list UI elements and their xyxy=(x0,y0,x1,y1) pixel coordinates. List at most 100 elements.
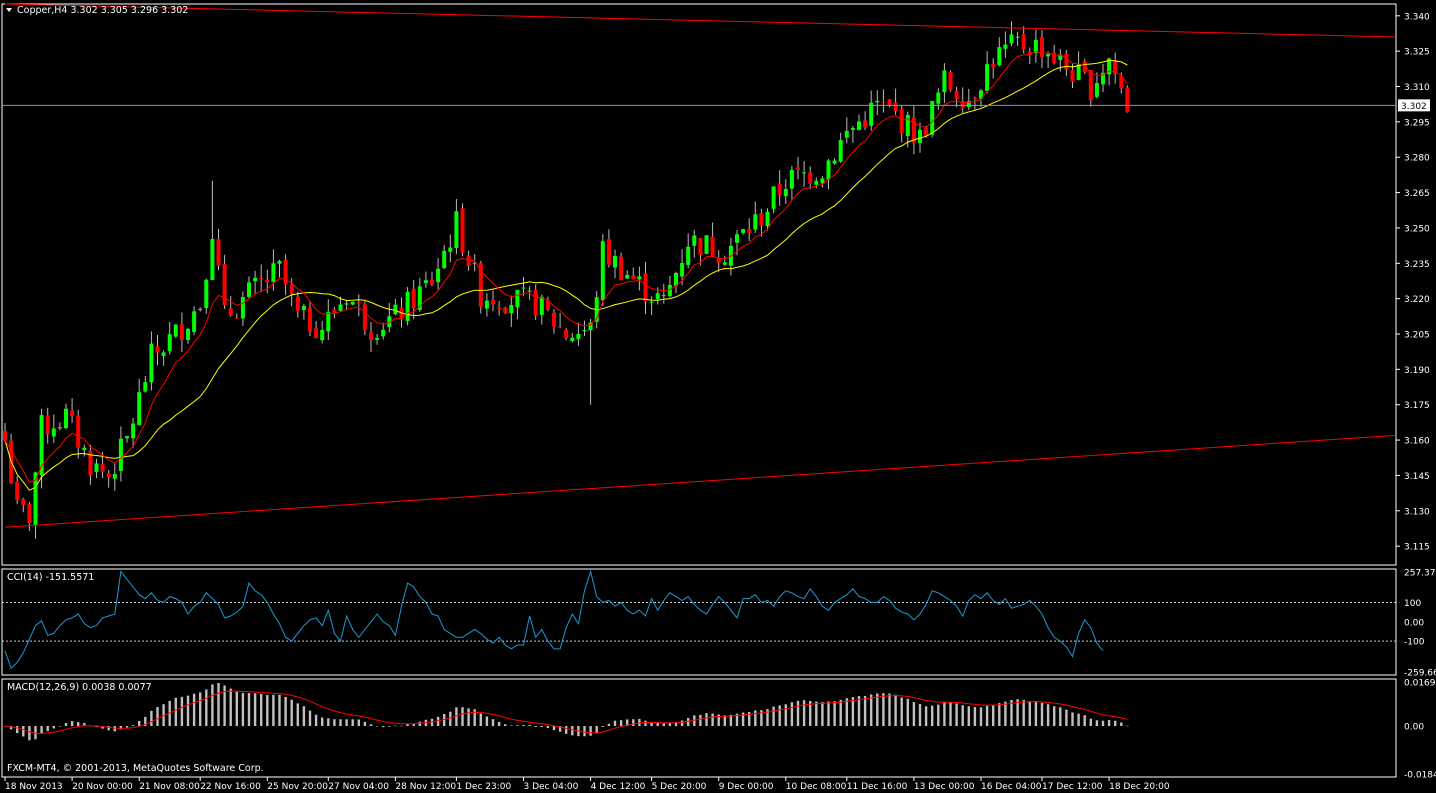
cci-panel[interactable] xyxy=(1,568,1397,676)
candle[interactable] xyxy=(936,88,941,110)
candle[interactable] xyxy=(393,298,398,316)
candle[interactable] xyxy=(1040,30,1044,69)
candle[interactable] xyxy=(240,291,245,326)
candle[interactable] xyxy=(771,186,776,214)
candle[interactable] xyxy=(997,37,1002,67)
candle[interactable] xyxy=(722,255,727,267)
candle[interactable] xyxy=(674,271,678,294)
candle[interactable] xyxy=(497,301,502,316)
candle[interactable] xyxy=(405,286,410,326)
candle[interactable] xyxy=(753,201,758,233)
candle[interactable] xyxy=(15,476,20,505)
trendline-upper[interactable] xyxy=(4,3,1397,38)
candle[interactable] xyxy=(625,270,630,280)
candle[interactable] xyxy=(881,89,886,113)
candle[interactable] xyxy=(796,156,800,180)
candle[interactable] xyxy=(808,166,813,190)
candle[interactable] xyxy=(686,233,691,269)
candle[interactable] xyxy=(954,86,959,108)
candle[interactable] xyxy=(1009,21,1014,46)
candle[interactable] xyxy=(411,280,416,320)
candle[interactable] xyxy=(308,300,312,337)
candle[interactable] xyxy=(186,328,190,344)
candle[interactable] xyxy=(301,303,306,320)
candle[interactable] xyxy=(76,409,81,459)
candle[interactable] xyxy=(179,312,184,352)
candle[interactable] xyxy=(198,307,203,312)
candle[interactable] xyxy=(777,170,782,206)
candle[interactable] xyxy=(588,318,593,405)
candle[interactable] xyxy=(484,293,489,317)
candle[interactable] xyxy=(545,296,550,312)
candle[interactable] xyxy=(222,254,227,310)
candle[interactable] xyxy=(216,228,221,271)
candle[interactable] xyxy=(899,104,904,143)
candle[interactable] xyxy=(57,422,62,431)
candle[interactable] xyxy=(192,306,197,336)
candle[interactable] xyxy=(369,321,373,353)
candle[interactable] xyxy=(247,276,251,299)
candle[interactable] xyxy=(893,88,898,115)
candle[interactable] xyxy=(472,254,477,272)
candle[interactable] xyxy=(173,324,178,338)
candle[interactable] xyxy=(295,291,300,318)
candle[interactable] xyxy=(442,245,447,270)
candle[interactable] xyxy=(887,98,892,108)
candle[interactable] xyxy=(106,470,111,488)
candle[interactable] xyxy=(942,63,947,103)
candle[interactable] xyxy=(1064,49,1069,77)
candle[interactable] xyxy=(210,180,215,281)
candle[interactable] xyxy=(381,322,386,340)
candle[interactable] xyxy=(838,132,843,163)
candle[interactable] xyxy=(143,375,148,393)
candle[interactable] xyxy=(972,96,977,111)
candle[interactable] xyxy=(125,435,129,443)
candle[interactable] xyxy=(521,276,526,296)
dropdown-arrow-icon[interactable] xyxy=(6,8,12,12)
main-price-panel[interactable] xyxy=(1,3,1397,566)
candle[interactable] xyxy=(94,458,99,479)
candle[interactable] xyxy=(1101,64,1105,93)
candle[interactable] xyxy=(362,301,367,336)
candle[interactable] xyxy=(850,125,855,143)
candle[interactable] xyxy=(875,90,880,116)
candle[interactable] xyxy=(332,306,337,319)
candle[interactable] xyxy=(64,403,68,430)
candle[interactable] xyxy=(326,299,331,340)
candle[interactable] xyxy=(436,258,441,290)
candle[interactable] xyxy=(137,378,142,426)
candle[interactable] xyxy=(253,270,258,294)
candle[interactable] xyxy=(649,296,654,316)
candle[interactable] xyxy=(45,407,50,444)
candle[interactable] xyxy=(863,111,868,131)
candle[interactable] xyxy=(966,88,971,111)
candle[interactable] xyxy=(789,165,794,201)
trendline-lower[interactable] xyxy=(4,434,1397,528)
candle[interactable] xyxy=(704,235,709,255)
candle[interactable] xyxy=(991,58,996,79)
candle[interactable] xyxy=(661,283,666,304)
candle[interactable] xyxy=(21,497,26,513)
candle[interactable] xyxy=(131,417,136,448)
candle[interactable] xyxy=(948,70,953,92)
candle[interactable] xyxy=(802,161,807,187)
candle[interactable] xyxy=(667,276,672,298)
candle[interactable] xyxy=(478,260,483,314)
candle[interactable] xyxy=(631,267,636,280)
candle[interactable] xyxy=(600,234,605,306)
candle[interactable] xyxy=(204,278,209,314)
candle[interactable] xyxy=(27,501,32,532)
candle[interactable] xyxy=(985,51,990,94)
candle[interactable] xyxy=(509,295,514,327)
candle[interactable] xyxy=(118,426,123,482)
candle[interactable] xyxy=(491,290,495,312)
candle[interactable] xyxy=(448,234,453,263)
candle[interactable] xyxy=(167,321,172,355)
candle[interactable] xyxy=(1113,52,1118,84)
candle[interactable] xyxy=(3,422,7,442)
candle[interactable] xyxy=(356,294,361,317)
candle[interactable] xyxy=(613,249,617,279)
candle[interactable] xyxy=(558,313,563,329)
candle[interactable] xyxy=(826,159,831,190)
candle[interactable] xyxy=(283,254,288,296)
